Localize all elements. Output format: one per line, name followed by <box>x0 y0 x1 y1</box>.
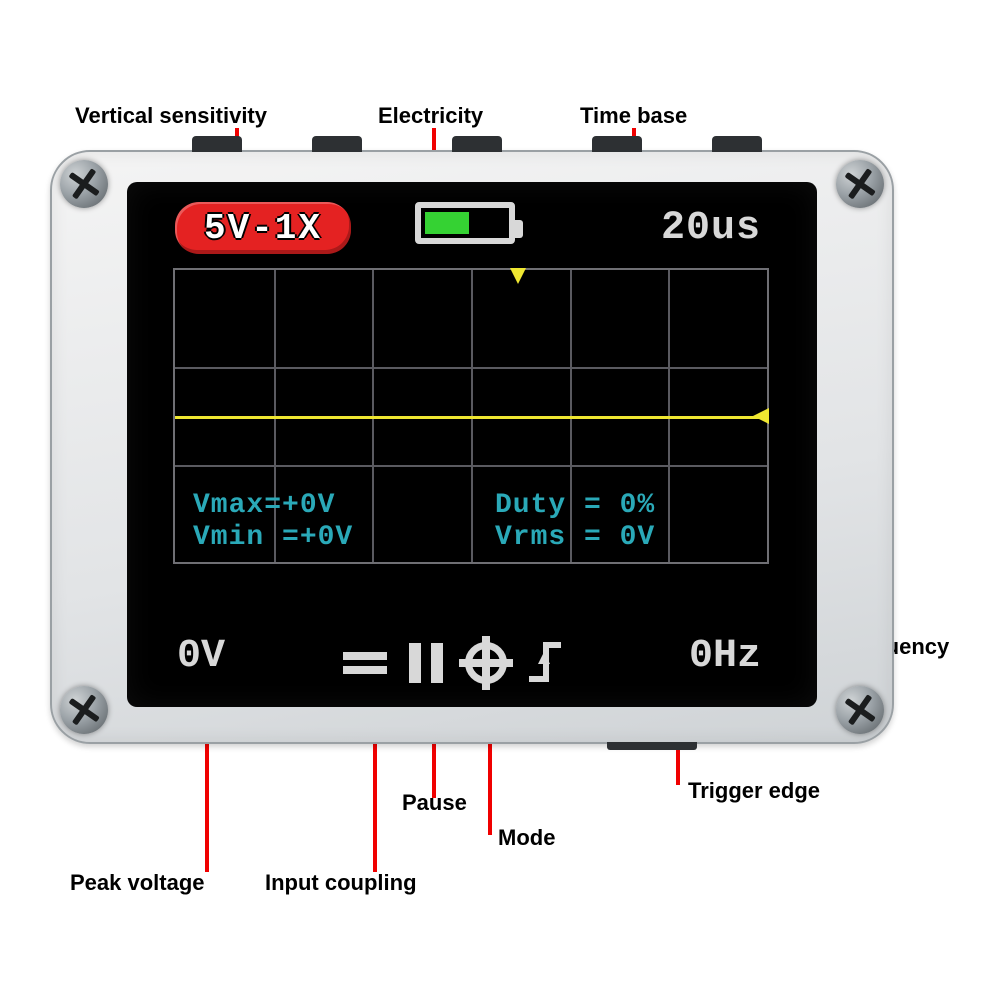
trigger-marker-right-icon <box>753 408 769 424</box>
annot-vertical-sensitivity: Vertical sensitivity <box>75 103 267 129</box>
meas-vmin: Vmin =+0V <box>193 522 353 553</box>
input-coupling-icon <box>343 652 387 674</box>
physical-button[interactable] <box>312 136 362 152</box>
meas-vrms: Vrms = 0V <box>495 522 655 553</box>
battery-icon <box>415 202 535 244</box>
footer-frequency: 0Hz <box>689 632 761 680</box>
meas-duty: Duty = 0% <box>495 490 655 521</box>
waveform-trace <box>175 416 767 419</box>
trigger-marker-top-icon <box>510 268 526 284</box>
bottom-port <box>607 742 697 750</box>
screw-icon <box>60 686 108 734</box>
annot-input-coupling: Input coupling <box>265 870 417 896</box>
time-base-value: 20us <box>661 202 761 254</box>
physical-button[interactable] <box>592 136 642 152</box>
vertical-sensitivity-badge: 5V-1X <box>175 202 351 254</box>
annot-trigger-edge: Trigger edge <box>688 778 820 804</box>
physical-button[interactable] <box>712 136 762 152</box>
footer-peak-voltage: 0V <box>177 632 225 680</box>
oscilloscope-screen: 5V-1X 20us Vmax=+0V Vmin =+0V Duty = 0% … <box>127 182 817 707</box>
pause-icon <box>409 643 443 683</box>
screw-icon <box>60 160 108 208</box>
annot-electricity: Electricity <box>378 103 483 129</box>
device-enclosure: 5V-1X 20us Vmax=+0V Vmin =+0V Duty = 0% … <box>50 150 894 744</box>
annot-mode: Mode <box>498 825 555 851</box>
meas-vmax: Vmax=+0V <box>193 490 335 521</box>
annot-time-base: Time base <box>580 103 687 129</box>
physical-button[interactable] <box>192 136 242 152</box>
physical-button[interactable] <box>452 136 502 152</box>
screw-icon <box>836 686 884 734</box>
mode-icon <box>465 642 507 684</box>
trigger-edge-icon <box>529 642 563 684</box>
screw-icon <box>836 160 884 208</box>
annot-peak-voltage: Peak voltage <box>70 870 205 896</box>
